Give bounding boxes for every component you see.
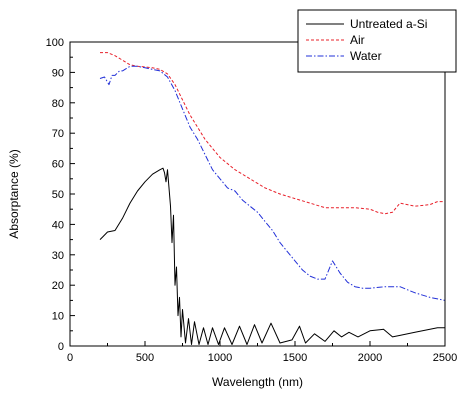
plot-frame: [69, 41, 446, 347]
y-tick-label: 0: [58, 341, 64, 353]
y-tick-label: 40: [52, 219, 64, 231]
x-tick-label: 1500: [283, 352, 307, 364]
y-tick-label: 70: [52, 128, 64, 140]
y-tick-label: 90: [52, 67, 64, 79]
legend-box: [297, 9, 457, 73]
y-tick-label: 30: [52, 250, 64, 262]
series-line-untreated-a-si: [99, 167, 445, 345]
series-line-water: [99, 65, 446, 301]
x-tick-label: 500: [136, 352, 154, 364]
y-axis-label: Absorptance (%): [7, 149, 21, 238]
y-tick-label: 60: [52, 159, 64, 171]
y-tick-label: 20: [52, 280, 64, 292]
plot-lines: [99, 52, 446, 345]
x-axis-label: Wavelength (nm): [212, 375, 303, 389]
legend-label: Air: [350, 33, 365, 47]
y-tick-label: 100: [46, 37, 64, 49]
y-tick-label: 80: [52, 98, 64, 110]
series-line-air: [100, 52, 445, 215]
y-tick-label: 10: [52, 311, 64, 323]
x-tick-label: 1000: [208, 352, 232, 364]
legend: Untreated a-Si Air Water: [297, 9, 457, 73]
y-tick-label: 50: [52, 189, 64, 201]
legend-label: Water: [350, 49, 382, 63]
x-tick-label: 2500: [433, 352, 457, 364]
x-tick-label: 2000: [358, 352, 382, 364]
legend-label: Untreated a-Si: [350, 17, 427, 31]
x-tick-label: 0: [67, 352, 73, 364]
